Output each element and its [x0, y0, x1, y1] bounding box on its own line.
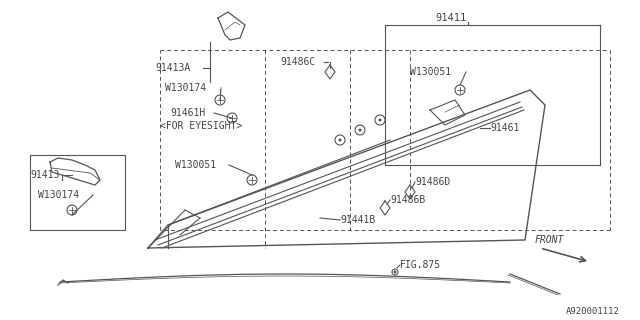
Text: 91461: 91461 [490, 123, 520, 133]
Text: <FOR EYESIGHT>: <FOR EYESIGHT> [160, 121, 243, 131]
Text: 91486B: 91486B [390, 195, 425, 205]
Text: W130174: W130174 [38, 190, 79, 200]
Bar [30, 155, 125, 230]
Circle shape [378, 118, 381, 122]
Text: 91411: 91411 [435, 13, 467, 23]
Text: 91413: 91413 [30, 170, 60, 180]
Circle shape [394, 270, 397, 274]
Circle shape [339, 139, 342, 141]
Text: 91413A: 91413A [155, 63, 190, 73]
Text: W130174: W130174 [165, 83, 206, 93]
Text: 91461H: 91461H [170, 108, 205, 118]
Text: 91441B: 91441B [340, 215, 375, 225]
Text: FIG.875: FIG.875 [400, 260, 441, 270]
Text: 91486D: 91486D [415, 177, 451, 187]
Text: W130051: W130051 [410, 67, 451, 77]
Text: FRONT: FRONT [535, 235, 564, 245]
Text: A920001112: A920001112 [566, 308, 620, 316]
Circle shape [358, 129, 362, 132]
Text: W130051: W130051 [175, 160, 216, 170]
Text: 91486C: 91486C [280, 57, 316, 67]
